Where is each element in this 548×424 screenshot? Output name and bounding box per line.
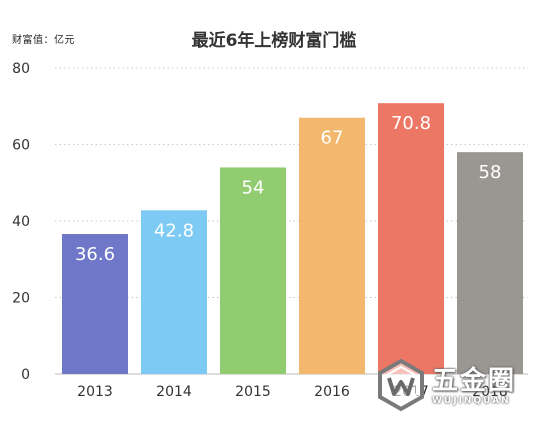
watermark-sub: WUJINQUAN [432, 396, 511, 406]
y-tick-label: 80 [12, 61, 30, 77]
y-tick-label: 20 [12, 291, 30, 307]
chart-title: 最近6年上榜财富门槛 [191, 31, 357, 51]
data-label: 42.8 [154, 220, 194, 241]
bar [220, 167, 286, 374]
watermark: 五金圈 WUJINQUAN [372, 358, 542, 414]
wujinquan-logo-icon [378, 358, 424, 412]
y-tick-label: 60 [12, 138, 30, 154]
bar [378, 103, 444, 374]
unit-label: 财富值：亿元 [12, 35, 75, 46]
x-tick-label: 2018 [472, 384, 508, 400]
x-tick-label: 2013 [77, 384, 113, 400]
data-label: 58 [479, 162, 502, 183]
bar [62, 234, 128, 374]
x-tick-label: 2016 [314, 384, 350, 400]
data-label: 67 [321, 128, 344, 149]
x-tick-label: 2014 [156, 384, 192, 400]
y-tick-label: 0 [21, 367, 30, 383]
bar [141, 210, 207, 374]
data-label: 54 [242, 177, 265, 198]
bar [457, 152, 523, 374]
watermark-name: 五金圈 [432, 366, 517, 396]
data-label: 36.6 [75, 244, 115, 265]
x-tick-label: 2015 [235, 384, 271, 400]
y-tick-label: 40 [12, 214, 30, 230]
bar [299, 117, 365, 374]
data-label: 70.8 [391, 113, 431, 134]
